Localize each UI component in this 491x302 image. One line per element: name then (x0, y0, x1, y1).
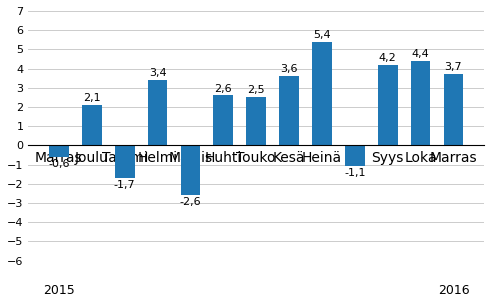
Text: 3,7: 3,7 (445, 63, 463, 72)
Bar (246, 97, 266, 145)
Text: 2015: 2015 (43, 284, 75, 297)
Text: 2016: 2016 (437, 284, 469, 297)
Text: -1,1: -1,1 (344, 169, 366, 178)
Bar (49, 145, 69, 157)
Text: 5,4: 5,4 (313, 30, 331, 40)
Text: -1,7: -1,7 (114, 180, 136, 190)
Text: 4,4: 4,4 (412, 49, 430, 59)
Bar (443, 74, 464, 145)
Bar (378, 65, 398, 145)
Bar (181, 145, 200, 195)
Bar (214, 95, 233, 145)
Bar (148, 80, 167, 145)
Bar (82, 105, 102, 145)
Bar (279, 76, 299, 145)
Text: -0,6: -0,6 (48, 159, 70, 169)
Text: 3,6: 3,6 (280, 64, 298, 74)
Text: 4,2: 4,2 (379, 53, 397, 63)
Bar (345, 145, 365, 166)
Text: 2,1: 2,1 (83, 93, 101, 103)
Bar (312, 42, 332, 145)
Bar (115, 145, 135, 178)
Text: 2,5: 2,5 (247, 85, 265, 95)
Text: 3,4: 3,4 (149, 68, 166, 78)
Text: 2,6: 2,6 (215, 84, 232, 94)
Bar (411, 61, 431, 145)
Text: -2,6: -2,6 (180, 197, 201, 207)
